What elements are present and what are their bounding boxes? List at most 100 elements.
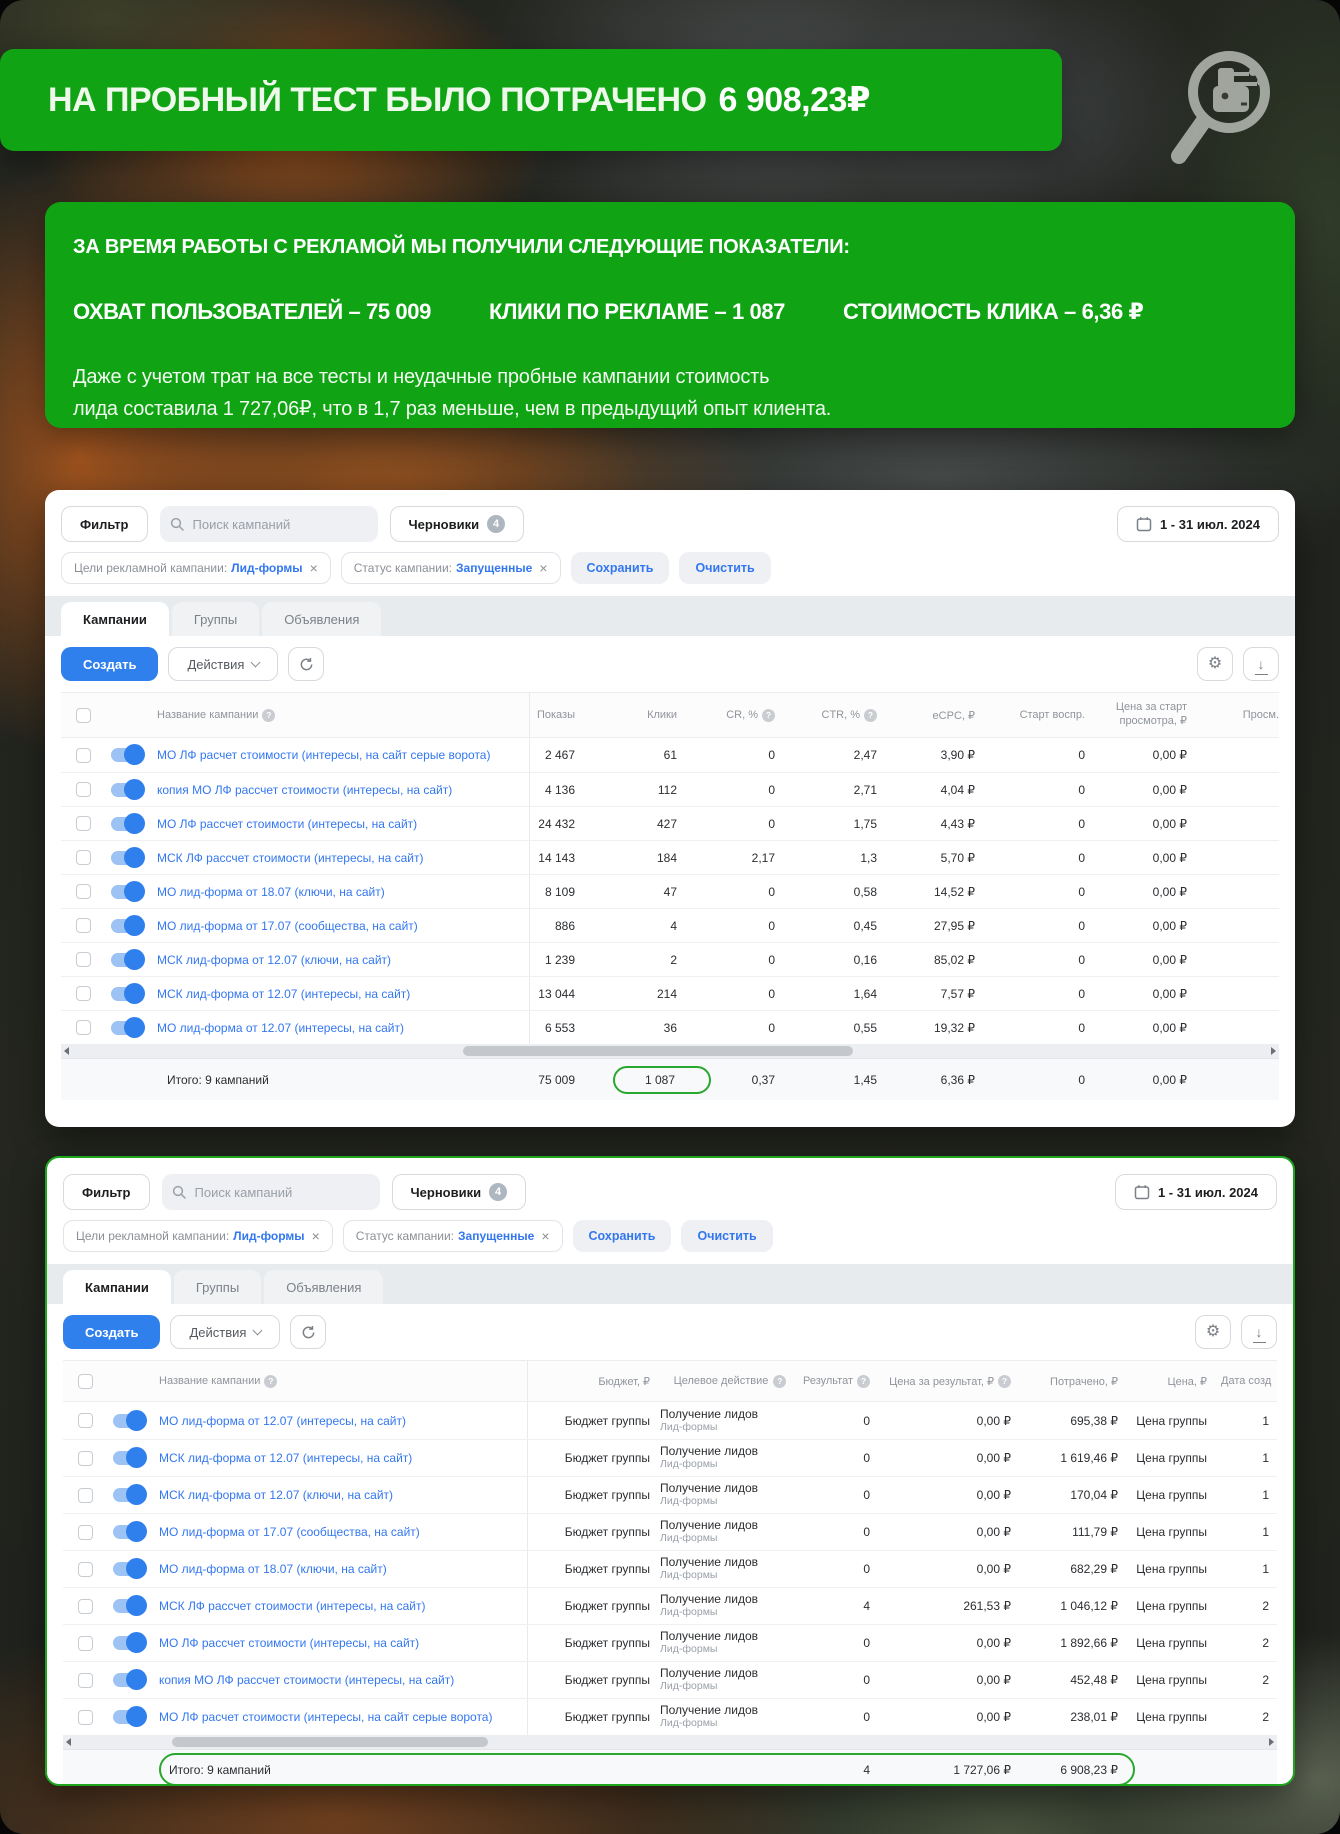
scroll-right-arrow[interactable] [1269, 1738, 1274, 1746]
close-icon[interactable]: × [309, 560, 318, 576]
campaign-link[interactable]: МСК лид-форма от 12.07 (ключи, на сайт) [159, 1488, 394, 1502]
campaign-toggle[interactable] [113, 1484, 147, 1505]
campaign-link[interactable]: МСК ЛФ рассчет стоимости (интересы, на с… [157, 850, 424, 865]
campaign-toggle[interactable] [113, 1447, 147, 1468]
row-checkbox[interactable] [75, 952, 91, 967]
campaign-link[interactable]: МСК лид-форма от 12.07 (интересы, на сай… [157, 986, 411, 1001]
campaign-toggle[interactable] [111, 846, 145, 868]
search-input[interactable] [190, 515, 368, 533]
campaign-toggle[interactable] [113, 1669, 147, 1690]
search-input[interactable] [192, 1183, 370, 1201]
refresh-button[interactable] [290, 1315, 327, 1349]
row-checkbox[interactable] [75, 1020, 91, 1035]
drafts-button[interactable]: Черновики 4 [389, 506, 525, 542]
actions-dropdown[interactable]: Действия [168, 647, 279, 681]
campaign-toggle[interactable] [111, 982, 145, 1004]
scrollbar-thumb[interactable] [462, 1046, 853, 1056]
row-checkbox[interactable] [77, 1672, 93, 1688]
campaign-toggle[interactable] [111, 778, 145, 800]
campaign-toggle[interactable] [111, 812, 145, 834]
actions-dropdown[interactable]: Действия [170, 1315, 281, 1349]
tab-ads[interactable]: Объявления [262, 602, 382, 636]
drafts-button[interactable]: Черновики 4 [391, 1174, 527, 1210]
refresh-button[interactable] [288, 647, 325, 681]
scrollbar-thumb[interactable] [172, 1737, 488, 1747]
tab-campaigns[interactable]: Кампании [61, 602, 169, 636]
campaign-link[interactable]: копия МО ЛФ рассчет стоимости (интересы,… [159, 1673, 455, 1687]
campaign-toggle[interactable] [111, 948, 145, 970]
filter-chip-status[interactable]: Статус кампании: Запущенные × [340, 552, 561, 584]
row-checkbox[interactable] [77, 1450, 93, 1466]
row-checkbox[interactable] [77, 1561, 93, 1577]
download-button[interactable]: ↓ [1241, 1315, 1277, 1349]
campaign-link[interactable]: МО лид-форма от 18.07 (ключи, на сайт) [159, 1562, 387, 1576]
campaign-link[interactable]: МО лид-форма от 12.07 (интересы, на сайт… [157, 1020, 404, 1035]
search-box[interactable] [159, 506, 378, 542]
save-filter-button[interactable]: Сохранить [570, 552, 670, 584]
row-checkbox[interactable] [77, 1524, 93, 1540]
campaign-link[interactable]: МСК лид-форма от 12.07 (ключи, на сайт) [157, 952, 392, 967]
save-filter-button[interactable]: Сохранить [572, 1220, 672, 1252]
tab-campaigns[interactable]: Кампании [63, 1270, 171, 1304]
row-checkbox[interactable] [77, 1598, 93, 1614]
campaign-toggle[interactable] [113, 1632, 147, 1653]
row-checkbox[interactable] [75, 747, 91, 763]
campaign-toggle[interactable] [113, 1409, 147, 1431]
clear-filter-button[interactable]: Очистить [681, 1220, 773, 1252]
campaign-link[interactable]: МО лид-форма от 17.07 (сообщества, на са… [159, 1525, 420, 1539]
create-button[interactable]: Создать [63, 1315, 161, 1349]
campaign-link[interactable]: МО ЛФ расчет стоимости (интересы, на сай… [159, 1710, 493, 1724]
date-range-button[interactable]: 1 - 31 июл. 2024 [1116, 506, 1279, 542]
campaign-toggle[interactable] [111, 880, 145, 902]
filter-chip-goal[interactable]: Цели рекламной кампании: Лид-формы × [61, 552, 331, 584]
campaign-link[interactable]: МО лид-форма от 18.07 (ключи, на сайт) [157, 884, 385, 899]
row-checkbox[interactable] [77, 1487, 93, 1503]
campaign-toggle[interactable] [111, 914, 145, 936]
tab-groups[interactable]: Группы [171, 602, 260, 636]
row-checkbox[interactable] [77, 1635, 93, 1651]
filter-button[interactable]: Фильтр [61, 506, 148, 542]
scroll-left-arrow[interactable] [64, 1047, 69, 1055]
search-box[interactable] [161, 1174, 380, 1210]
row-checkbox[interactable] [75, 816, 91, 831]
campaign-link[interactable]: МСК лид-форма от 12.07 (интересы, на сай… [159, 1451, 413, 1465]
horizontal-scrollbar[interactable] [63, 1735, 1277, 1749]
campaign-link[interactable]: копия МО ЛФ рассчет стоимости (интересы,… [157, 782, 453, 797]
campaign-link[interactable]: МО ЛФ расчет стоимости (интересы, на сай… [157, 748, 491, 762]
campaign-link[interactable]: МО лид-форма от 17.07 (сообщества, на са… [157, 918, 418, 933]
campaign-toggle[interactable] [113, 1521, 147, 1542]
row-checkbox[interactable] [75, 782, 91, 797]
tab-ads[interactable]: Объявления [264, 1270, 384, 1304]
campaign-link[interactable]: МО лид-форма от 12.07 (интересы, на сайт… [159, 1413, 406, 1428]
campaign-toggle[interactable] [111, 744, 145, 765]
row-checkbox[interactable] [75, 986, 91, 1001]
settings-button[interactable]: ⚙ [1195, 1315, 1231, 1349]
scroll-right-arrow[interactable] [1271, 1047, 1276, 1055]
campaign-toggle[interactable] [111, 1016, 145, 1038]
select-all-checkbox[interactable] [77, 1373, 93, 1389]
close-icon[interactable]: × [539, 560, 548, 576]
campaign-toggle[interactable] [113, 1595, 147, 1616]
download-button[interactable]: ↓ [1243, 647, 1279, 681]
filter-button[interactable]: Фильтр [63, 1174, 150, 1210]
scroll-left-arrow[interactable] [66, 1738, 71, 1746]
create-button[interactable]: Создать [61, 647, 159, 681]
campaign-link[interactable]: МО ЛФ рассчет стоимости (интересы, на са… [157, 816, 418, 831]
row-checkbox[interactable] [75, 850, 91, 865]
row-checkbox[interactable] [75, 884, 91, 899]
horizontal-scrollbar[interactable] [61, 1044, 1279, 1058]
campaign-toggle[interactable] [113, 1706, 147, 1727]
campaign-link[interactable]: МО ЛФ рассчет стоимости (интересы, на са… [159, 1636, 420, 1650]
date-range-button[interactable]: 1 - 31 июл. 2024 [1114, 1174, 1277, 1210]
campaign-link[interactable]: МСК ЛФ рассчет стоимости (интересы, на с… [159, 1599, 426, 1613]
select-all-checkbox[interactable] [75, 707, 91, 723]
clear-filter-button[interactable]: Очистить [679, 552, 771, 584]
settings-button[interactable]: ⚙ [1197, 647, 1233, 681]
row-checkbox[interactable] [77, 1709, 93, 1725]
filter-chip-goal[interactable]: Цели рекламной кампании: Лид-формы × [63, 1220, 333, 1252]
row-checkbox[interactable] [77, 1413, 93, 1428]
campaign-toggle[interactable] [113, 1558, 147, 1579]
row-checkbox[interactable] [75, 918, 91, 933]
filter-chip-status[interactable]: Статус кампании: Запущенные × [342, 1220, 563, 1252]
close-icon[interactable]: × [541, 1228, 550, 1244]
